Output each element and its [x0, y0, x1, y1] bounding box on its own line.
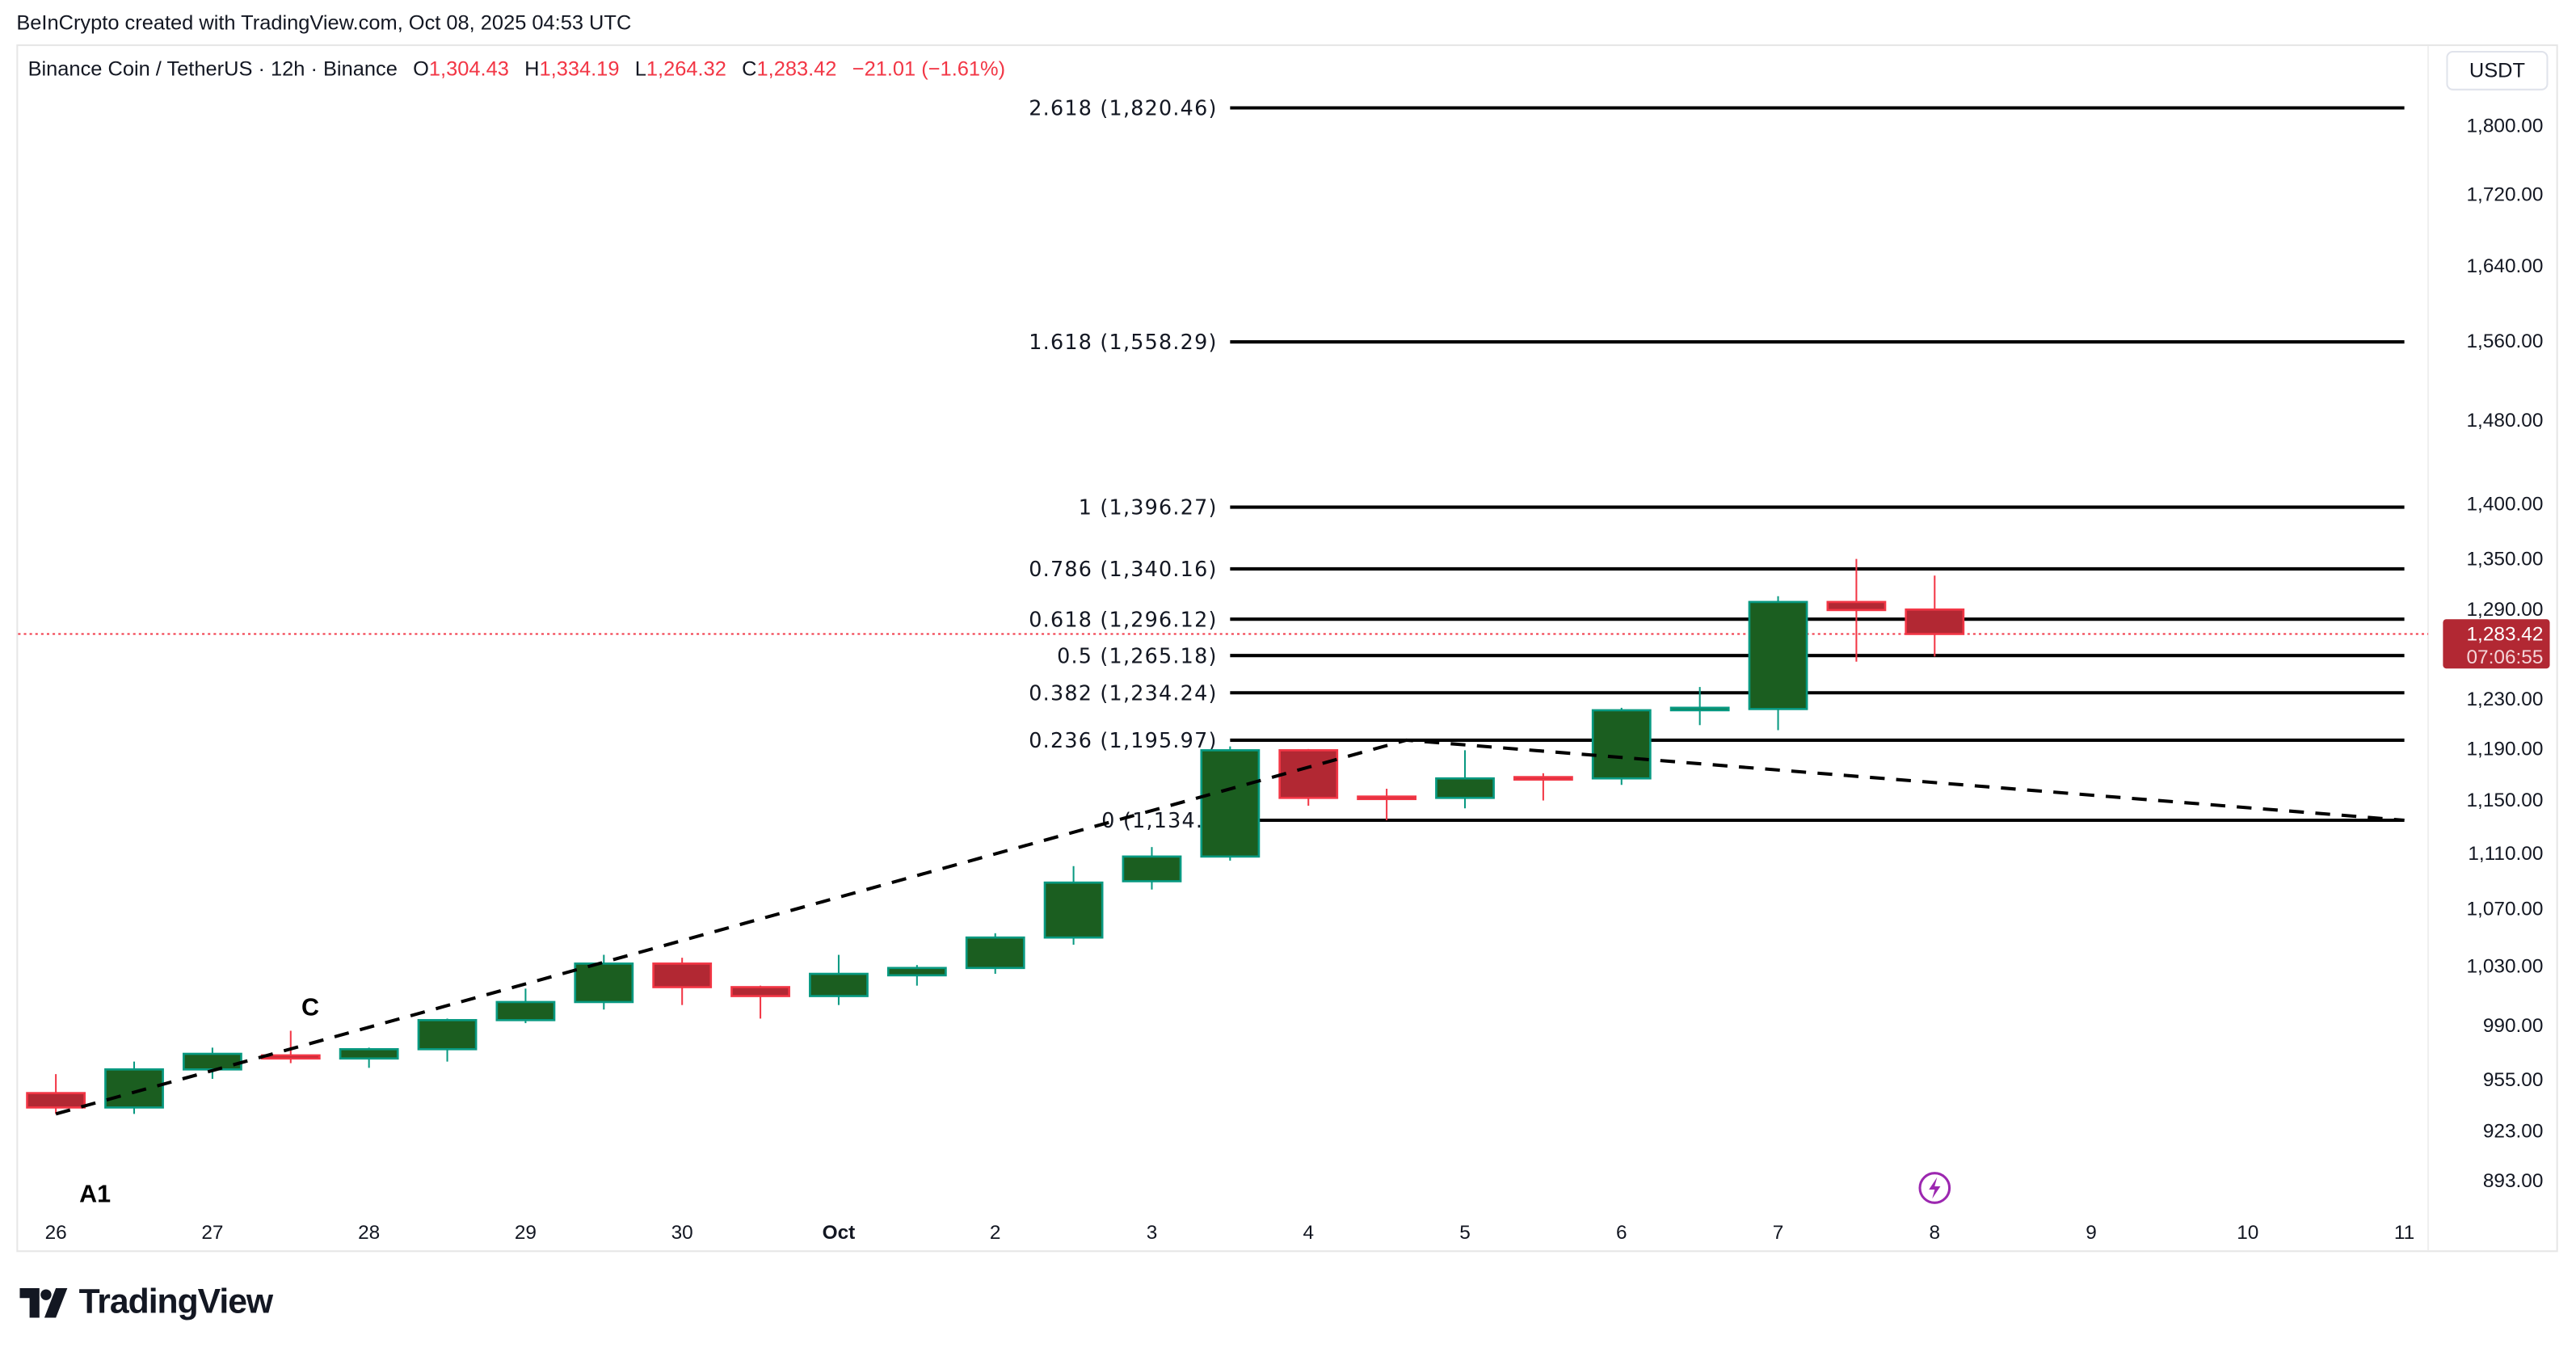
- price-axis-tick: 1,400.00: [2467, 494, 2544, 516]
- fib-level-label: 0 (1,134.0: [1101, 808, 1217, 832]
- candle-body[interactable]: [574, 962, 634, 1004]
- low-label: L: [634, 57, 646, 81]
- candle-body[interactable]: [1278, 749, 1339, 799]
- fib-level-label: 2.618 (1,820.46): [1029, 96, 1217, 120]
- candle-body[interactable]: [1435, 777, 1495, 799]
- fib-level-label: 1.618 (1,558.29): [1029, 330, 1217, 354]
- candle-body[interactable]: [26, 1092, 86, 1109]
- candle-body[interactable]: [182, 1052, 242, 1071]
- time-axis-tick: 27: [201, 1222, 223, 1244]
- candle-body[interactable]: [1748, 600, 1808, 710]
- candle-body[interactable]: [730, 986, 790, 997]
- time-axis-tick: 5: [1459, 1222, 1471, 1244]
- candle-body[interactable]: [965, 936, 1025, 970]
- candle-body[interactable]: [1905, 608, 1965, 635]
- chart-frame: [16, 44, 2558, 1253]
- time-axis-tick: 2: [990, 1222, 1001, 1244]
- time-axis-tick: 9: [2086, 1222, 2097, 1244]
- time-axis-tick: 6: [1616, 1222, 1627, 1244]
- time-axis-tick: 3: [1147, 1222, 1158, 1244]
- last-price-value: 1,283.42: [2467, 624, 2544, 646]
- time-axis-tick: 7: [1773, 1222, 1784, 1244]
- time-axis-tick: 11: [2394, 1222, 2414, 1244]
- time-axis-tick: 28: [358, 1222, 380, 1244]
- fib-level-label: 0.382 (1,234.24): [1029, 680, 1217, 705]
- symbol-legend: Binance Coin / TetherUS · 12h · Binance …: [28, 57, 1006, 80]
- fib-level-label: 1 (1,396.27): [1079, 495, 1218, 520]
- change-value: −21.01 (−1.61%): [852, 57, 1006, 81]
- candle-body[interactable]: [886, 967, 947, 977]
- candle-body[interactable]: [809, 972, 869, 997]
- price-axis-tick: 955.00: [2483, 1069, 2544, 1091]
- bar-countdown: 07:06:55: [2467, 647, 2544, 668]
- close-label: C: [742, 57, 757, 81]
- fib-level-label: 0.618 (1,296.12): [1029, 607, 1217, 631]
- candle-body[interactable]: [104, 1068, 164, 1109]
- credit-text: BeInCrypto created with TradingView.com,…: [16, 11, 632, 35]
- fib-level-label: 0.5 (1,265.18): [1057, 643, 1218, 668]
- close-value: 1,283.42: [756, 57, 837, 81]
- candle-body[interactable]: [1357, 795, 1417, 801]
- price-axis-tick: 1,230.00: [2467, 689, 2544, 710]
- time-axis-tick: Oct: [823, 1222, 856, 1244]
- price-axis-tick: 1,030.00: [2467, 955, 2544, 977]
- open-value: 1,304.43: [428, 57, 509, 81]
- candle-body[interactable]: [1200, 749, 1261, 858]
- time-axis-tick: 30: [671, 1222, 693, 1244]
- currency-button[interactable]: USDT: [2446, 51, 2549, 91]
- candle-body[interactable]: [417, 1018, 478, 1051]
- candle-body[interactable]: [339, 1047, 399, 1060]
- price-axis-tick: 1,110.00: [2468, 843, 2543, 865]
- lightning-icon[interactable]: [1929, 1177, 1941, 1199]
- price-axis-tick: 1,480.00: [2467, 410, 2544, 432]
- high-value: 1,334.19: [539, 57, 620, 81]
- candle-body[interactable]: [1669, 706, 1730, 712]
- wave-label-annotation: A1: [79, 1180, 111, 1207]
- price-axis-tick: 893.00: [2483, 1170, 2544, 1192]
- time-axis-tick: 10: [2237, 1222, 2258, 1244]
- candle-body[interactable]: [1826, 600, 1887, 612]
- symbol-name[interactable]: Binance Coin / TetherUS · 12h · Binance: [27, 57, 398, 81]
- logo-text: TradingView: [78, 1283, 274, 1321]
- fib-level-label: 0.786 (1,340.16): [1029, 557, 1217, 581]
- time-axis-tick: 29: [515, 1222, 537, 1244]
- candle-body[interactable]: [1043, 881, 1104, 939]
- last-price-badge: [2443, 619, 2550, 669]
- candle-body[interactable]: [495, 1000, 556, 1021]
- price-axis-tick: 1,290.00: [2467, 599, 2544, 621]
- price-axis-tick: 1,350.00: [2467, 548, 2544, 570]
- price-axis-tick: 1,150.00: [2467, 790, 2544, 811]
- price-axis-tick: 990.00: [2483, 1015, 2544, 1037]
- tradingview-logo-icon: [19, 1288, 68, 1318]
- tradingview-logo[interactable]: TradingView: [19, 1283, 274, 1323]
- price-axis-tick: 923.00: [2483, 1121, 2544, 1143]
- price-axis-tick: 1,720.00: [2467, 183, 2544, 205]
- dashed-trend-line[interactable]: [55, 738, 2405, 1116]
- candle-body[interactable]: [652, 962, 713, 988]
- candle-body[interactable]: [1591, 709, 1652, 780]
- price-axis-tick: 1,070.00: [2467, 898, 2544, 920]
- fib-level-label: 0.236 (1,195.97): [1029, 728, 1217, 752]
- candle-body[interactable]: [1122, 855, 1182, 882]
- candle-body[interactable]: [1513, 776, 1573, 781]
- price-axis-tick: 1,800.00: [2467, 116, 2544, 137]
- high-label: H: [524, 57, 540, 81]
- wave-label-annotation: C: [301, 994, 319, 1021]
- price-axis-tick: 1,190.00: [2467, 738, 2544, 760]
- price-axis-tick: 1,640.00: [2467, 255, 2544, 277]
- price-axis-tick: 1,560.00: [2467, 331, 2544, 352]
- low-value: 1,264.32: [646, 57, 726, 81]
- time-axis-tick: 4: [1303, 1222, 1314, 1244]
- time-axis-tick: 26: [45, 1222, 67, 1244]
- time-axis-tick: 8: [1930, 1222, 1941, 1244]
- open-label: O: [413, 57, 429, 81]
